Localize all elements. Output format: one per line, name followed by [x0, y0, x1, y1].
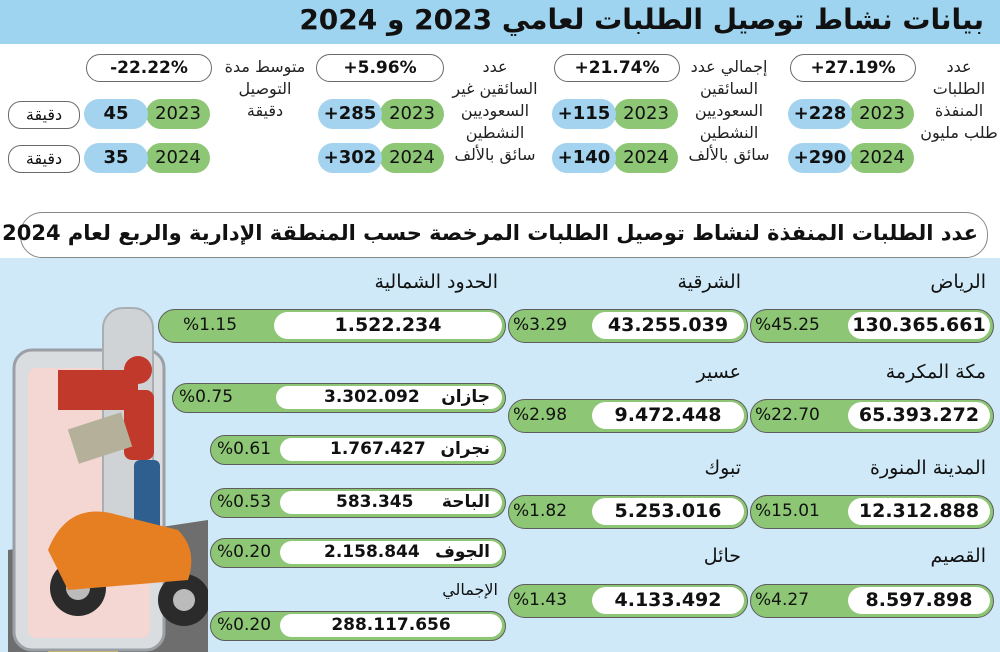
total-value: 288.117.656: [280, 614, 502, 637]
stat-year: 2024: [614, 143, 678, 173]
region-name: المدينة المنورة: [869, 457, 986, 479]
region-row: 9.472.448 %2.98: [508, 399, 748, 433]
region-row: 5.253.016 %1.82: [508, 495, 748, 529]
stat-year: 2024: [850, 143, 914, 173]
stat-value: +140: [552, 143, 616, 173]
stat-label-non-saudi-drivers: عدد السائقين غير السعوديين النشطين سائق …: [452, 57, 538, 164]
region-name: القصيم: [930, 545, 986, 567]
region-percent: %2.98: [513, 405, 568, 425]
total-percent: %0.20: [217, 615, 272, 635]
stat-year: 2023: [380, 99, 444, 129]
stats-section: عدد الطلبات المنفذة طلب مليون +27.19% 20…: [0, 44, 1000, 204]
stat-value: +115: [552, 99, 616, 129]
region-percent: %3.29: [513, 315, 568, 335]
region-row: نجران 1.767.427 %0.61: [210, 435, 506, 465]
region-name: الرياض: [930, 271, 986, 293]
region-name: الباحة: [441, 492, 490, 512]
stat-value: 35: [84, 143, 148, 173]
region-value: 5.253.016: [592, 498, 744, 525]
stat-change-orders: +27.19%: [790, 54, 916, 82]
regions-title-frame: [20, 212, 988, 258]
stat-value: +302: [318, 143, 382, 173]
region-row: 65.393.272 %22.70: [750, 399, 994, 433]
region-value: 1.522.234: [274, 312, 502, 339]
stat-value: +285: [318, 99, 382, 129]
stat-label-saudi-drivers: إجمالي عدد السائقين السعوديين النشطين سا…: [688, 57, 770, 164]
delivery-scooter-phone-illustration: [8, 307, 208, 652]
region-percent: %1.15: [183, 315, 238, 335]
region-row: 12.312.888 %15.01: [750, 495, 994, 529]
region-percent: %4.27: [755, 590, 810, 610]
region-name: جازان: [441, 387, 490, 407]
regions-title: عدد الطلبات المنفذة لنشاط توصيل الطلبات …: [0, 221, 978, 245]
region-name: عسير: [696, 361, 741, 383]
region-percent: %0.61: [217, 439, 272, 459]
stat-unit: دقيقة: [8, 145, 80, 173]
region-value-with-name: جازان 3.302.092: [276, 386, 502, 409]
stat-year: 2023: [614, 99, 678, 129]
stat-change-saudi-drivers: +21.74%: [554, 54, 680, 82]
region-value-with-name: نجران 1.767.427: [280, 438, 502, 461]
stat-unit: دقيقة: [8, 101, 80, 129]
region-name: الحدود الشمالية: [374, 271, 498, 293]
region-value: 65.393.272: [848, 402, 990, 429]
region-value: 4.133.492: [592, 587, 744, 614]
region-row: 4.133.492 %1.43: [508, 584, 748, 618]
region-percent: %0.53: [217, 492, 272, 512]
stat-value: +228: [788, 99, 852, 129]
region-row: 1.522.234 %1.15: [158, 309, 506, 343]
region-value: 2.158.844: [324, 542, 420, 562]
region-value: 130.365.661: [848, 312, 990, 339]
stat-year: 2023: [850, 99, 914, 129]
stat-value: +290: [788, 143, 852, 173]
region-percent: %15.01: [755, 501, 820, 521]
total-label: الإجمالي: [442, 580, 498, 599]
stat-year: 2024: [380, 143, 444, 173]
region-percent: %22.70: [755, 405, 820, 425]
region-row: جازان 3.302.092 %0.75: [172, 383, 506, 413]
regions-title-band: عدد الطلبات المنفذة لنشاط توصيل الطلبات …: [0, 209, 1000, 261]
stat-year: 2024: [146, 143, 210, 173]
region-row: الباحة 583.345 %0.53: [210, 488, 506, 518]
stat-label-delivery-time: متوسط مدة التوصيل دقيقة: [224, 57, 306, 120]
region-percent: %1.82: [513, 501, 568, 521]
region-value: 12.312.888: [848, 498, 990, 525]
region-value: 8.597.898: [848, 587, 990, 614]
regions-panel: الرياض 130.365.661 %45.25 مكة المكرمة 65…: [0, 258, 1000, 652]
region-name: الشرقية: [677, 271, 741, 293]
region-row: 43.255.039 %3.29: [508, 309, 748, 343]
region-percent: %1.43: [513, 590, 568, 610]
region-percent: %45.25: [755, 315, 820, 335]
region-value: 9.472.448: [592, 402, 744, 429]
region-value-with-name: الجوف 2.158.844: [280, 541, 502, 564]
region-value: 3.302.092: [324, 387, 420, 407]
region-percent: %0.20: [217, 542, 272, 562]
region-name: نجران: [440, 439, 490, 459]
region-value: 43.255.039: [592, 312, 744, 339]
page-title: بيانات نشاط توصيل الطلبات لعامي 2023 و 2…: [299, 3, 984, 36]
stat-label-orders: عدد الطلبات المنفذة طلب مليون: [920, 57, 998, 142]
region-value-with-name: الباحة 583.345: [280, 491, 502, 514]
region-name: مكة المكرمة: [885, 361, 986, 383]
region-percent: %0.75: [179, 387, 234, 407]
stat-value: 45: [84, 99, 148, 129]
stat-year: 2023: [146, 99, 210, 129]
stat-change-non-saudi-drivers: +5.96%: [316, 54, 444, 82]
total-row: 288.117.656 %0.20: [210, 611, 506, 641]
region-name: تبوك: [704, 457, 742, 479]
region-value: 1.767.427: [330, 439, 426, 459]
region-value: 583.345: [336, 492, 414, 512]
region-name: حائل: [703, 545, 741, 567]
region-name: الجوف: [435, 542, 490, 562]
header-bar: [0, 0, 1000, 44]
stat-change-delivery-time: -22.22%: [86, 54, 212, 82]
region-row: 8.597.898 %4.27: [750, 584, 994, 618]
region-row: الجوف 2.158.844 %0.20: [210, 538, 506, 568]
region-row: 130.365.661 %45.25: [750, 309, 994, 343]
